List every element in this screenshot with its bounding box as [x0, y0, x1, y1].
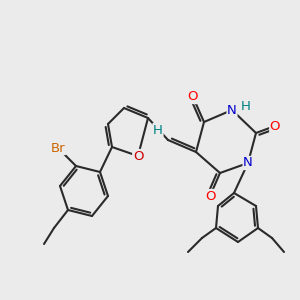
Text: H: H	[241, 100, 251, 112]
Text: N: N	[243, 157, 253, 169]
Text: N: N	[227, 103, 237, 116]
Text: Br: Br	[51, 142, 65, 154]
Text: O: O	[188, 91, 198, 103]
Text: H: H	[153, 124, 163, 136]
Text: O: O	[133, 149, 143, 163]
Text: O: O	[205, 190, 215, 202]
Text: O: O	[270, 119, 280, 133]
